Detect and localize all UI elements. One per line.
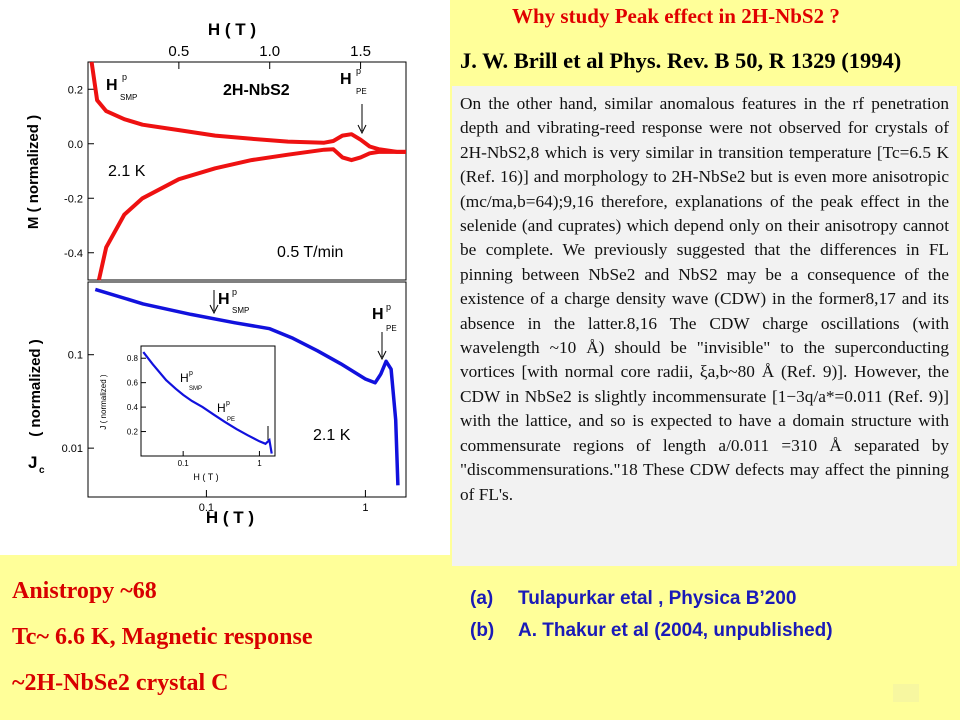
bottom-annotations: H p SMP H p PE 2.1 K <box>218 287 397 444</box>
svg-text:H: H <box>180 371 189 385</box>
inset-curves <box>142 351 273 454</box>
slide-title: Why study Peak effect in 2H-NbS2 ? <box>512 4 840 28</box>
pe-arrow-bottom <box>377 332 387 361</box>
sample-name: 2H-NbS2 <box>223 82 290 99</box>
inset-ylabel: J ( normalized ) <box>99 374 108 429</box>
svg-text:p: p <box>189 370 193 377</box>
top-annotations: H p SMP H p PE 2.1 K 0.5 T/min 2H-NbS2 <box>106 66 367 261</box>
figure-panel: H ( T ) 0.5 1.0 1.5 0.2 0.0 -0.2 -0.4 M ( norm… <box>0 0 450 555</box>
pe-arrow-top <box>357 104 367 135</box>
inset-x-tick-label: 0.1 <box>178 459 190 468</box>
inset-y-tick-label: 0.6 <box>127 379 139 388</box>
magnetization-branch-2 <box>96 147 406 281</box>
bottom-plot-frame <box>87 281 407 498</box>
summary-line: Tc~ 6.6 K, Magnetic response <box>12 624 313 650</box>
top-curves <box>89 61 406 281</box>
magnetization-branch-1 <box>89 61 406 154</box>
critical-current-curve <box>94 287 400 486</box>
inset-ticks: 0.1 1 0.8 0.6 0.4 0.2 <box>127 354 262 468</box>
hp-pe-label-top: H <box>340 71 352 88</box>
svg-text:p: p <box>122 72 127 82</box>
sweep-rate-label: 0.5 T/min <box>277 244 343 261</box>
hp-smp-label-top: H <box>106 77 118 94</box>
top-x-tick-label: 1.0 <box>259 43 280 60</box>
top-x-tick-label: 1.5 <box>350 43 371 60</box>
quoted-paper-excerpt: On the other hand, similar anomalous fea… <box>452 86 957 566</box>
svg-text:SMP: SMP <box>120 93 137 102</box>
citation-item: (a) Tulapurkar etal , Physica B’200 <box>470 588 797 609</box>
bottom-y-tick-label: 0.1 <box>68 350 83 362</box>
bottom-ylabel-j: J <box>28 453 37 472</box>
decorative-box <box>893 684 919 702</box>
svg-text:SMP: SMP <box>232 306 249 315</box>
top-plot-ticks: 0.5 1.0 1.5 0.2 0.0 -0.2 -0.4 <box>64 43 371 260</box>
inset-annotations: H p SMP H p PE <box>180 370 235 423</box>
summary-notes: Anistropy ~68 Tc~ 6.6 K, Magnetic respon… <box>12 568 312 706</box>
inset-xlabel: H ( T ) <box>193 472 218 482</box>
temperature-label-bottom: 2.1 K <box>313 427 351 444</box>
svg-text:p: p <box>356 66 361 76</box>
top-ylabel: M ( normalized ) <box>25 115 42 229</box>
smp-arrow-bottom <box>209 290 219 315</box>
top-y-tick-label: -0.2 <box>64 193 83 205</box>
top-axis-label: H ( T ) <box>208 20 256 39</box>
summary-line: Anistropy ~68 <box>12 578 157 604</box>
svg-text:c: c <box>39 465 45 476</box>
bottom-x-tick-label: 1 <box>362 502 368 514</box>
hp-smp-label-bottom: H <box>218 291 230 308</box>
magnetization-figure: H ( T ) 0.5 1.0 1.5 0.2 0.0 -0.2 -0.4 M ( norm… <box>25 20 407 527</box>
inset-curve <box>142 351 273 454</box>
inset-y-tick-label: 0.2 <box>127 428 139 437</box>
svg-text:p: p <box>386 302 391 312</box>
reference-heading: J. W. Brill et al Phys. Rev. B 50, R 132… <box>460 48 902 73</box>
bottom-plot-ticks: 0.1 1 0.1 0.01 <box>62 350 369 514</box>
top-y-tick-label: 0.2 <box>68 84 83 96</box>
citation-list: (a) Tulapurkar etal , Physica B’200 (b) … <box>470 586 848 644</box>
svg-text:PE: PE <box>356 87 367 96</box>
quote-text: On the other hand, similar anomalous fea… <box>460 94 949 504</box>
bottom-curves <box>94 287 400 486</box>
bottom-x-tick-label: 0.1 <box>199 502 214 514</box>
svg-text:PE: PE <box>227 417 235 423</box>
top-y-tick-label: 0.0 <box>68 139 83 151</box>
inset-y-tick-label: 0.4 <box>127 403 139 412</box>
top-x-tick-label: 0.5 <box>168 43 189 60</box>
bottom-y-tick-label: 0.01 <box>62 443 83 455</box>
temperature-label-top: 2.1 K <box>108 163 146 180</box>
svg-text:PE: PE <box>386 324 397 333</box>
summary-line: ~2H-NbSe2 crystal C <box>12 670 229 696</box>
svg-text:p: p <box>226 400 230 407</box>
citation-item: (b) A. Thakur et al (2004, unpublished) <box>470 620 833 641</box>
top-y-tick-label: -0.4 <box>64 248 83 260</box>
svg-text:SMP: SMP <box>189 386 202 392</box>
hp-pe-label-bottom: H <box>372 306 384 323</box>
bottom-ylabel-main: ( normalized ) <box>27 339 44 437</box>
svg-text:p: p <box>232 287 237 297</box>
bottom-xlabel: H ( T ) <box>206 508 254 527</box>
inset-y-tick-label: 0.8 <box>127 354 139 363</box>
svg-text:H: H <box>217 401 226 415</box>
top-plot-frame <box>87 61 407 281</box>
inset-x-tick-label: 1 <box>257 459 262 468</box>
